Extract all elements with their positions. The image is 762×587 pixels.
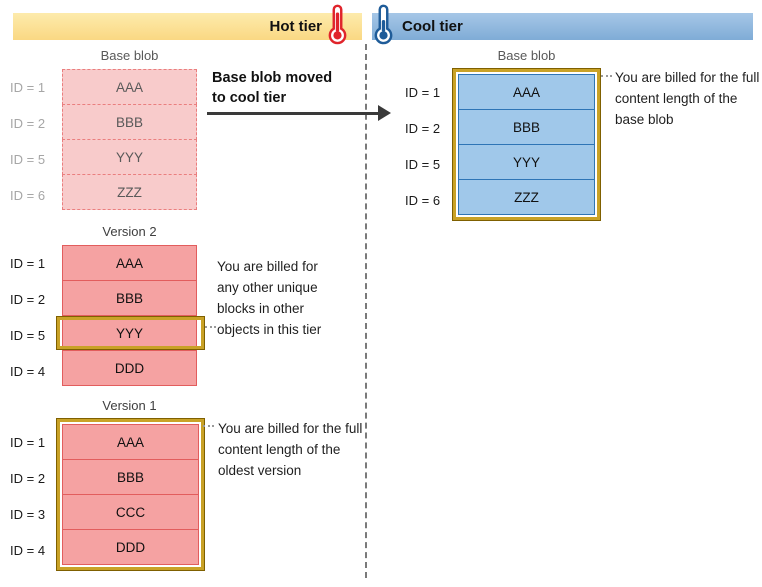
block-cell: ZZZ [458, 179, 595, 215]
arrow-line [207, 112, 380, 115]
cool-base-blob-title: Base blob [497, 48, 556, 63]
block-cell: AAA [458, 74, 595, 110]
cool-base-blob-note: You are billed for the full content leng… [615, 70, 760, 127]
hot-base-blob-table: AAA BBB YYY ZZZ [62, 69, 197, 210]
block-id: ID = 6 [10, 187, 46, 203]
block-cell: DDD [62, 529, 199, 565]
tier-separator-line [365, 44, 367, 578]
version-1-title: Version 1 [102, 398, 157, 413]
version-2-note: You are billed for any other unique bloc… [217, 259, 322, 337]
block-id: ID = 1 [10, 79, 46, 95]
block-id: ID = 1 [10, 255, 46, 271]
hot-version-2-section: Version 2 ID = 1 ID = 2 ID = 5 ID = 4 AA… [10, 224, 205, 389]
block-id: ID = 2 [405, 120, 441, 136]
block-cell: YYY [458, 144, 595, 180]
block-id: ID = 5 [10, 151, 46, 167]
block-id: ID = 1 [405, 84, 441, 100]
thermometer-hot-icon [328, 4, 347, 45]
block-cell: BBB [62, 280, 197, 316]
block-cell: AAA [62, 424, 199, 460]
block-cell: DDD [62, 350, 197, 386]
block-cell: BBB [62, 104, 197, 140]
cool-base-blob-section: Base blob ID = 1 ID = 2 ID = 5 ID = 6 AA… [405, 48, 601, 221]
version-1-billed-frame: AAA BBB CCC DDD [56, 418, 205, 571]
thermometer-cool-icon [374, 4, 393, 45]
block-cell: AAA [62, 69, 197, 105]
block-cell: BBB [458, 109, 595, 145]
block-id: ID = 6 [405, 192, 441, 208]
block-id: ID = 2 [10, 115, 46, 131]
arrow-label: Base blob moved to cool tier [212, 70, 333, 106]
cool-tier-label: Cool tier [402, 18, 463, 35]
hot-base-blob-ids: ID = 1 ID = 2 ID = 5 ID = 6 [10, 69, 62, 213]
version-1-ids: ID = 1 ID = 2 ID = 3 ID = 4 [10, 419, 57, 568]
version-1-table: AAA BBB CCC DDD [62, 424, 199, 565]
hot-base-blob-section: Base blob ID = 1 ID = 2 ID = 5 ID = 6 AA… [10, 48, 197, 213]
block-id: ID = 2 [10, 291, 46, 307]
block-id: ID = 5 [10, 327, 46, 343]
block-id: ID = 5 [405, 156, 441, 172]
hot-tier-bar: Hot tier [13, 13, 362, 40]
hot-base-blob-title: Base blob [100, 48, 159, 63]
version-2-title: Version 2 [102, 224, 157, 239]
cool-base-blob-ids: ID = 1 ID = 2 ID = 5 ID = 6 [405, 69, 453, 218]
block-cell: YYY [62, 315, 197, 351]
hot-tier-label: Hot tier [269, 18, 323, 35]
block-cell: YYY [62, 139, 197, 175]
version-1-note: You are billed for the full content leng… [218, 421, 363, 478]
dotted-leader [205, 326, 216, 328]
block-id: ID = 2 [10, 470, 46, 486]
block-id: ID = 4 [10, 363, 46, 379]
block-id: ID = 4 [10, 542, 46, 558]
block-cell: ZZZ [62, 174, 197, 210]
dotted-leader [601, 75, 612, 77]
cool-base-blob-table: AAA BBB YYY ZZZ [458, 74, 595, 215]
version-2-ids: ID = 1 ID = 2 ID = 5 ID = 4 [10, 245, 62, 389]
block-cell: CCC [62, 494, 199, 530]
cool-tier-bar: Cool tier [372, 13, 753, 40]
block-cell: BBB [62, 459, 199, 495]
arrow-head-icon [378, 105, 391, 121]
block-id: ID = 3 [10, 506, 46, 522]
dotted-leader [203, 425, 214, 427]
block-id: ID = 1 [10, 434, 46, 450]
version-2-table: AAA BBB YYY DDD [62, 245, 197, 386]
cool-base-blob-billed-frame: AAA BBB YYY ZZZ [452, 68, 601, 221]
hot-version-1-section: Version 1 ID = 1 ID = 2 ID = 3 ID = 4 AA… [10, 398, 205, 571]
block-cell: AAA [62, 245, 197, 281]
